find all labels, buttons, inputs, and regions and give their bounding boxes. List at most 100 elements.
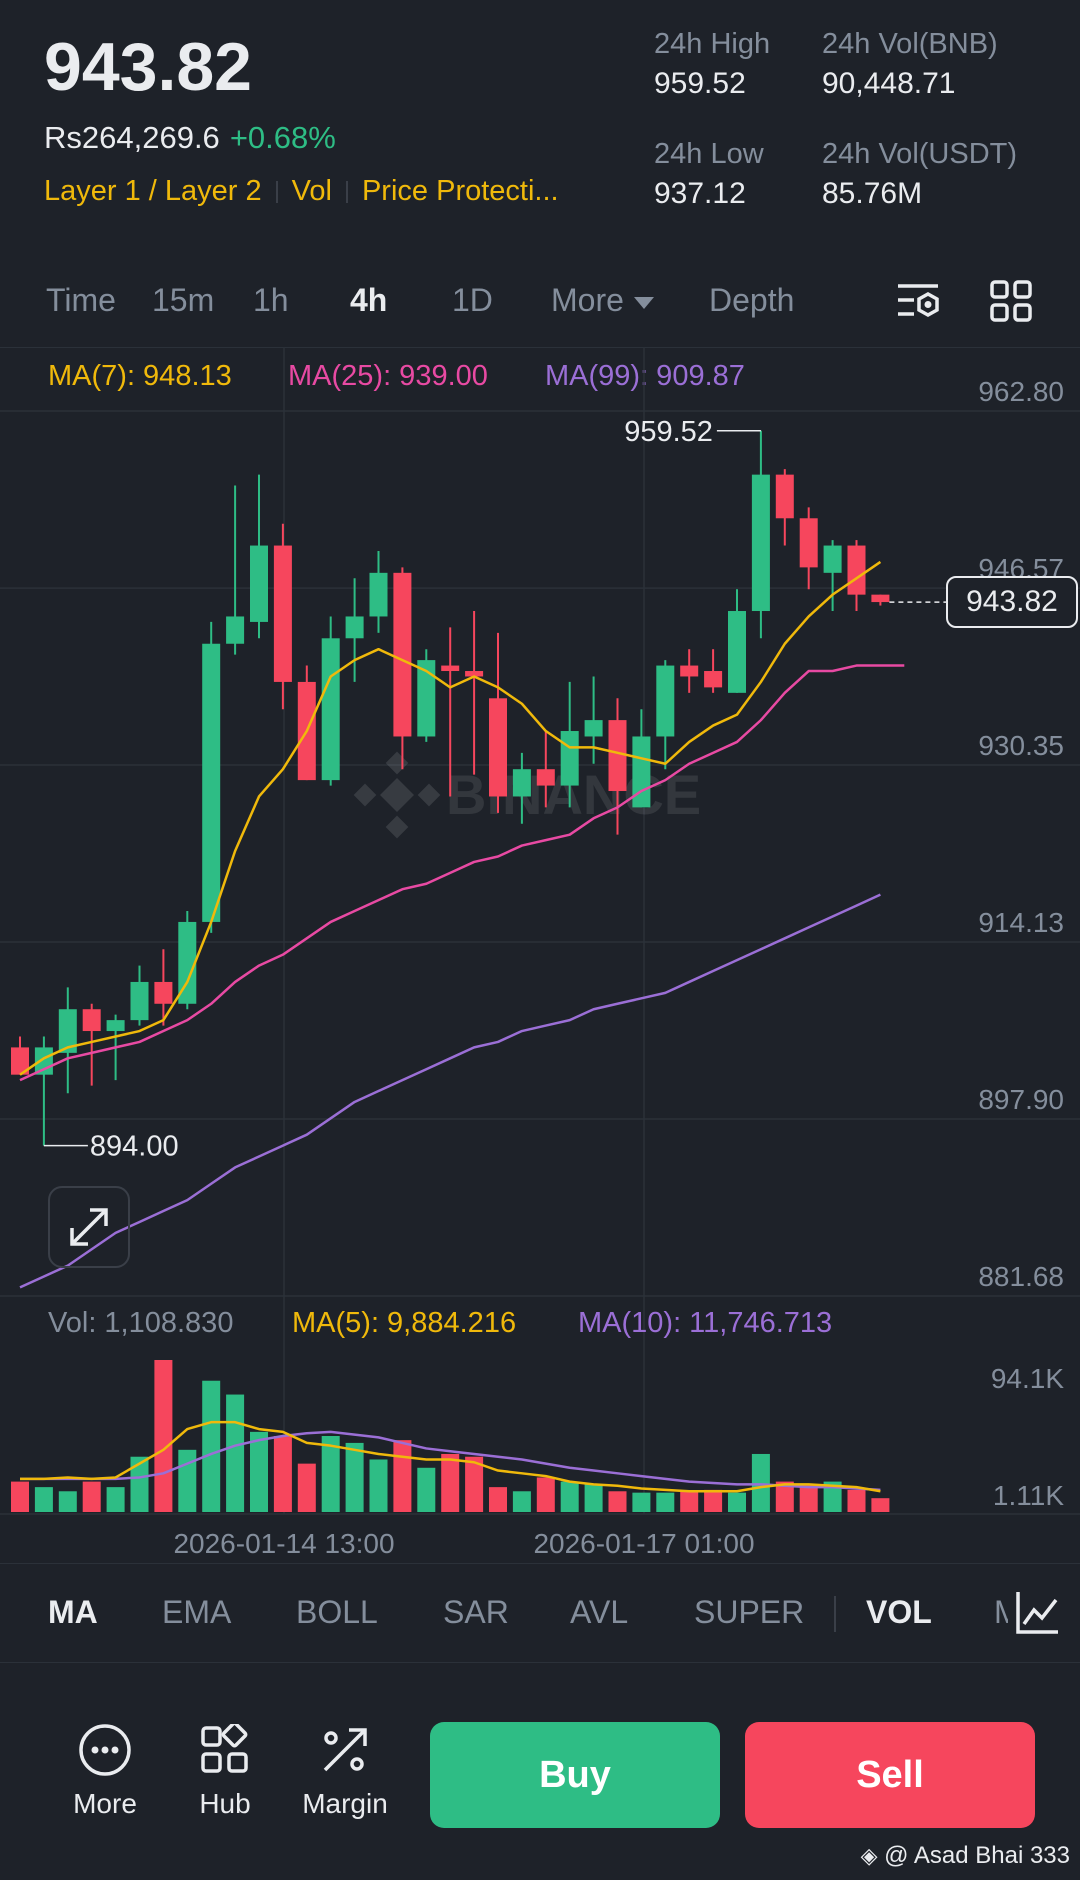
volume-bar [847,1489,866,1512]
stat-value: 90,448.71 [822,67,956,100]
buy-button[interactable]: Buy [430,1722,720,1828]
more-button[interactable]: More [55,1720,155,1820]
expand-icon [70,1208,108,1246]
volume-bar [106,1487,125,1512]
candle-body [441,665,460,672]
tag-category[interactable]: Layer 1 / Layer 2 [44,175,262,207]
volume-bar [273,1436,292,1512]
more-label: More [73,1788,137,1819]
indicator-super[interactable]: SUPER [694,1594,805,1630]
ma99-legend: MA(99): 909.87 [545,360,745,392]
margin-icon [323,1728,367,1772]
candle-body [202,643,221,922]
indicator-vol[interactable]: VOL [866,1594,932,1630]
indicator-settings-icon[interactable] [1014,1590,1060,1641]
price-change: +0.68% [229,120,336,155]
fullscreen-button[interactable] [48,1186,130,1268]
tag-separator [275,181,278,204]
indicator-ema[interactable]: EMA [162,1594,232,1630]
volume-bar [345,1442,364,1512]
indicator-boll[interactable]: BOLL [296,1594,378,1630]
tag-vol[interactable]: Vol [291,175,332,207]
volume-axis-label: 94.1K [991,1363,1064,1394]
volume-bar [751,1453,770,1512]
candle-body [417,660,436,737]
candle-body [847,545,866,595]
volume-bar [728,1492,746,1512]
volume-bar [130,1456,149,1512]
candle-body [728,611,746,693]
sell-button[interactable]: Sell [745,1722,1035,1828]
stat-24h-vol-usdt: 24h Vol(USDT) 85.76M [822,138,1017,211]
candle-body [536,769,555,786]
hub-button[interactable]: Hub [175,1720,275,1820]
time-axis-label: 2026-01-17 01:00 [533,1528,754,1559]
volume-bar [799,1484,818,1512]
ma-lines [19,560,905,1289]
candle-body [250,545,268,622]
candle-body [871,594,890,603]
ma25-legend: MA(25): 939.00 [288,360,488,392]
volume-bar [704,1489,723,1512]
volume-bar [632,1492,651,1512]
volume-bar [823,1481,842,1512]
interval-more-label: More [551,282,624,318]
interval-15m[interactable]: 15m [152,282,215,318]
volume-bar [226,1394,245,1512]
vol-ma5-line [20,1420,881,1493]
candle-body [106,1020,125,1032]
candle-body [799,518,818,568]
bottom-action-bar: More Hub Margin Buy Sell [0,1690,1080,1880]
volume-bar [536,1477,555,1512]
divider [0,1662,1080,1663]
volume-ma-lines [20,1420,881,1493]
volume-bar [560,1481,579,1512]
candles [11,430,890,1146]
candle-body [345,616,364,639]
volume-bar [775,1481,794,1512]
price-axis-label: 881.68 [978,1261,1064,1292]
volume-bar [154,1360,173,1512]
interval-more[interactable]: More [551,282,654,319]
candle-body [393,572,412,737]
margin-label: Margin [302,1788,388,1819]
volume-bar [178,1449,197,1512]
tag-price-protection[interactable]: Price Protecti... [361,175,559,207]
indicator-sar[interactable]: SAR [443,1594,509,1630]
candle-body [11,1047,29,1075]
chart-settings-icon[interactable] [894,280,942,329]
volume-axis: 94.1K 1.11K [991,1363,1064,1511]
volume-bar [584,1484,603,1512]
stat-label: 24h High [654,28,771,60]
candle-body [226,616,245,644]
interval-1d[interactable]: 1D [452,282,493,318]
vol-ma5-legend: MA(5): 9,884.216 [292,1307,517,1339]
indicator-avl[interactable]: AVL [570,1594,629,1630]
last-price: 943.82 [44,29,252,105]
layout-grid-icon[interactable] [990,280,1032,327]
indicator-ma[interactable]: MA [48,1594,98,1630]
candle-body [656,665,675,737]
volume-bar [34,1487,53,1512]
indicator-macd-truncated[interactable]: M [994,1594,1008,1630]
interval-bar: Time 15m 1h 4h 1D More Depth [0,270,1080,334]
indicator-tabs: MA EMA BOLL SAR AVL SUPER VOL M [0,1570,1080,1660]
volume-bar [297,1463,316,1512]
margin-button[interactable]: Margin [295,1720,395,1820]
depth-tab[interactable]: Depth [709,282,795,318]
volume-bar [465,1456,484,1512]
credit-text: @ Asad Bhai 333 [884,1842,1070,1869]
price-axis-label: 897.90 [978,1084,1064,1115]
price-markers: 959.52 894.00 [43,416,946,1163]
vol-legend: Vol: 1,108.830 [48,1307,234,1339]
divider [0,1563,1080,1564]
price-axis-label: 914.13 [978,907,1064,938]
interval-time[interactable]: Time [46,282,116,318]
stat-value: 85.76M [822,177,923,210]
interval-1h[interactable]: 1h [253,282,289,318]
interval-4h[interactable]: 4h [350,282,388,318]
volume-bar [608,1491,627,1512]
tab-separator [834,1596,836,1632]
candle-body [154,981,173,1004]
